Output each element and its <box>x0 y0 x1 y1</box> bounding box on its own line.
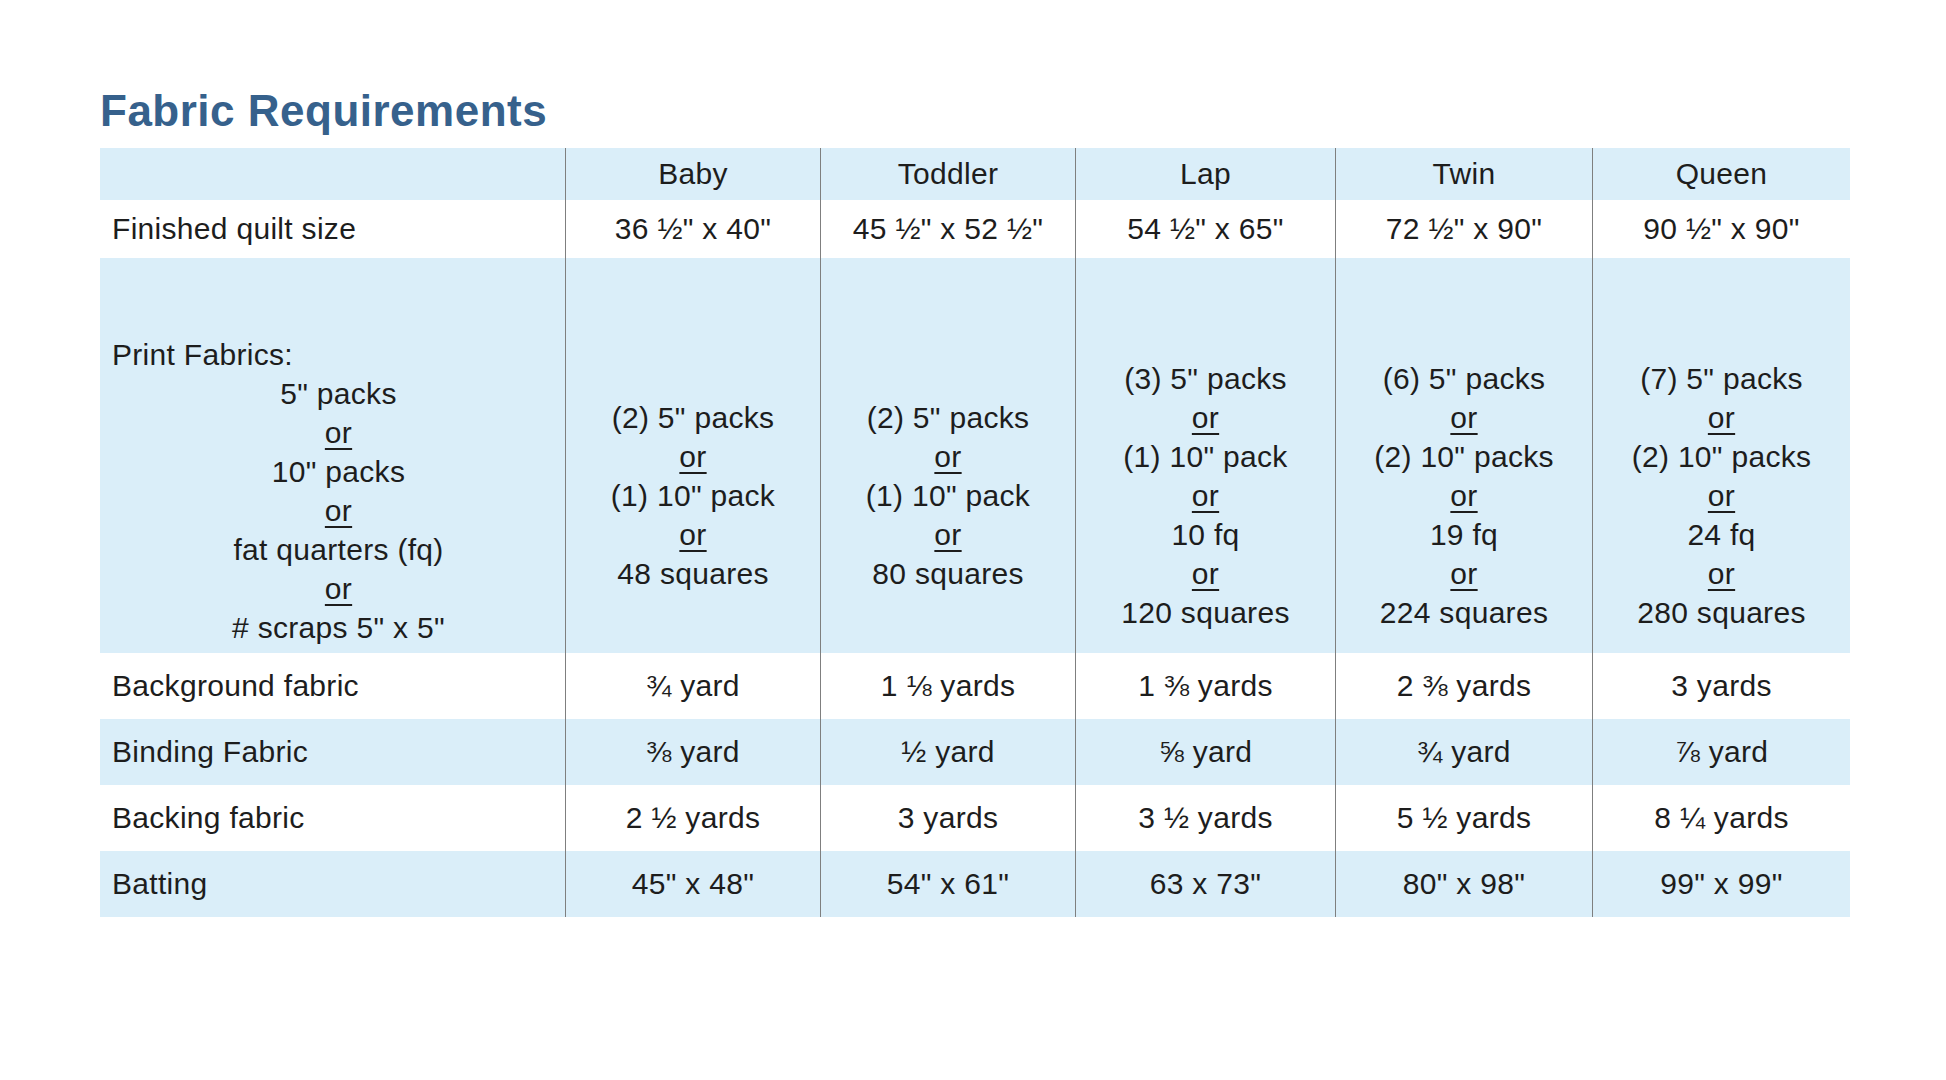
or-divider: or <box>1450 398 1477 437</box>
binding-fabric-toddler: ½ yard <box>820 719 1075 785</box>
table-row-background-fabric: Background fabric ¾ yard 1 ⅛ yards 1 ⅜ y… <box>100 653 1850 719</box>
header-cell-blank <box>100 148 565 200</box>
option-line: (2) 10" packs <box>1632 437 1812 476</box>
finished-size-queen: 90 ½" x 90" <box>1592 200 1850 258</box>
row-label: Backing fabric <box>100 785 565 851</box>
option-line: (2) 5" packs <box>867 398 1030 437</box>
option-line: # scraps 5" x 5" <box>112 608 565 647</box>
batting-toddler: 54" x 61" <box>820 851 1075 917</box>
or-divider: or <box>679 515 706 554</box>
option-line: 19 fq <box>1430 515 1498 554</box>
or-divider: or <box>1192 476 1219 515</box>
option-line: 10 fq <box>1171 515 1239 554</box>
header-cell-lap: Lap <box>1075 148 1335 200</box>
option-line: (1) 10" pack <box>866 476 1030 515</box>
option-line: fat quarters (fq) <box>112 530 565 569</box>
finished-size-twin: 72 ½" x 90" <box>1335 200 1592 258</box>
table-row-backing-fabric: Backing fabric 2 ½ yards 3 yards 3 ½ yar… <box>100 785 1850 851</box>
backing-fabric-baby: 2 ½ yards <box>565 785 820 851</box>
option-line: (6) 5" packs <box>1383 359 1546 398</box>
or-divider: or <box>112 491 565 530</box>
print-fabrics-lap: (3) 5" packsor(1) 10" packor10 fqor120 s… <box>1075 258 1335 653</box>
table-row-binding-fabric: Binding Fabric ⅜ yard ½ yard ⅝ yard ¾ ya… <box>100 719 1850 785</box>
background-fabric-toddler: 1 ⅛ yards <box>820 653 1075 719</box>
finished-size-toddler: 45 ½" x 52 ½" <box>820 200 1075 258</box>
batting-lap: 63 x 73" <box>1075 851 1335 917</box>
print-fabrics-baby: (2) 5" packsor(1) 10" packor48 squares <box>565 258 820 653</box>
background-fabric-queen: 3 yards <box>1592 653 1850 719</box>
fabric-requirements-table: Baby Toddler Lap Twin Queen Finished qui… <box>100 148 1850 917</box>
page-title: Fabric Requirements <box>100 86 547 136</box>
or-divider: or <box>1708 554 1735 593</box>
option-line: 80 squares <box>872 554 1023 593</box>
backing-fabric-toddler: 3 yards <box>820 785 1075 851</box>
binding-fabric-lap: ⅝ yard <box>1075 719 1335 785</box>
or-divider: or <box>1192 554 1219 593</box>
table-row-finished-quilt-size: Finished quilt size 36 ½" x 40" 45 ½" x … <box>100 200 1850 258</box>
background-fabric-lap: 1 ⅜ yards <box>1075 653 1335 719</box>
or-divider: or <box>1192 398 1219 437</box>
option-line: (7) 5" packs <box>1640 359 1803 398</box>
backing-fabric-twin: 5 ½ yards <box>1335 785 1592 851</box>
or-divider: or <box>1708 398 1735 437</box>
option-line: (1) 10" pack <box>1123 437 1287 476</box>
row-label: Finished quilt size <box>100 200 565 258</box>
print-fabrics-queen: (7) 5" packsor(2) 10" packsor24 fqor280 … <box>1592 258 1850 653</box>
print-fabrics-label-cell: Print Fabrics: 5" packsor10" packsorfat … <box>100 258 565 653</box>
print-fabrics-option-types: 5" packsor10" packsorfat quarters (fq)or… <box>112 374 565 647</box>
binding-fabric-queen: ⅞ yard <box>1592 719 1850 785</box>
row-label: Binding Fabric <box>100 719 565 785</box>
row-label: Background fabric <box>100 653 565 719</box>
finished-size-baby: 36 ½" x 40" <box>565 200 820 258</box>
batting-queen: 99" x 99" <box>1592 851 1850 917</box>
option-line: (1) 10" pack <box>611 476 775 515</box>
background-fabric-twin: 2 ⅜ yards <box>1335 653 1592 719</box>
table-row-print-fabrics: Print Fabrics: 5" packsor10" packsorfat … <box>100 258 1850 653</box>
or-divider: or <box>934 437 961 476</box>
header-cell-queen: Queen <box>1592 148 1850 200</box>
print-fabrics-toddler: (2) 5" packsor(1) 10" packor80 squares <box>820 258 1075 653</box>
binding-fabric-twin: ¾ yard <box>1335 719 1592 785</box>
backing-fabric-queen: 8 ¼ yards <box>1592 785 1850 851</box>
option-line: (2) 10" packs <box>1374 437 1554 476</box>
or-divider: or <box>1708 476 1735 515</box>
background-fabric-baby: ¾ yard <box>565 653 820 719</box>
binding-fabric-baby: ⅜ yard <box>565 719 820 785</box>
header-cell-baby: Baby <box>565 148 820 200</box>
header-cell-twin: Twin <box>1335 148 1592 200</box>
or-divider: or <box>1450 554 1477 593</box>
option-line: (3) 5" packs <box>1124 359 1287 398</box>
option-line: 280 squares <box>1637 593 1805 632</box>
finished-size-lap: 54 ½" x 65" <box>1075 200 1335 258</box>
batting-twin: 80" x 98" <box>1335 851 1592 917</box>
option-line: 5" packs <box>112 374 565 413</box>
batting-baby: 45" x 48" <box>565 851 820 917</box>
or-divider: or <box>934 515 961 554</box>
print-fabrics-twin: (6) 5" packsor(2) 10" packsor19 fqor224 … <box>1335 258 1592 653</box>
header-cell-toddler: Toddler <box>820 148 1075 200</box>
row-label: Batting <box>100 851 565 917</box>
print-fabrics-label: Print Fabrics: <box>112 335 565 374</box>
option-line: 10" packs <box>112 452 565 491</box>
table-header-row: Baby Toddler Lap Twin Queen <box>100 148 1850 200</box>
or-divider: or <box>679 437 706 476</box>
option-line: (2) 5" packs <box>612 398 775 437</box>
option-line: 120 squares <box>1121 593 1289 632</box>
or-divider: or <box>112 413 565 452</box>
or-divider: or <box>112 569 565 608</box>
option-line: 24 fq <box>1687 515 1755 554</box>
option-line: 48 squares <box>617 554 768 593</box>
backing-fabric-lap: 3 ½ yards <box>1075 785 1335 851</box>
table-row-batting: Batting 45" x 48" 54" x 61" 63 x 73" 80"… <box>100 851 1850 917</box>
option-line: 224 squares <box>1380 593 1548 632</box>
or-divider: or <box>1450 476 1477 515</box>
